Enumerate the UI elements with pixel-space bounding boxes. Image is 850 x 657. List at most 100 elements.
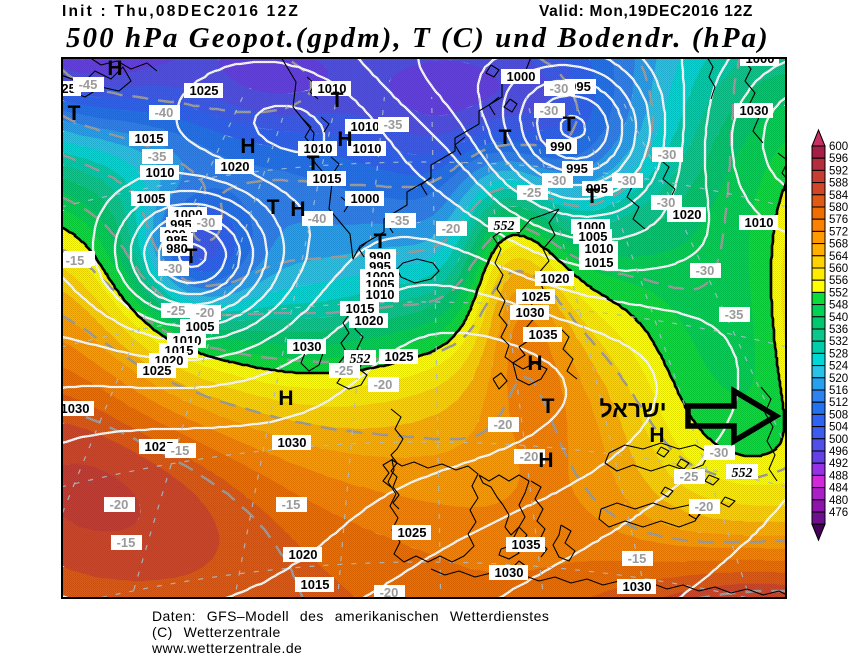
svg-text:H: H [290,198,305,221]
svg-text:1035: 1035 [529,327,558,342]
svg-text:552: 552 [732,466,753,481]
svg-text:-30: -30 [658,147,677,162]
svg-text:T: T [331,89,344,112]
svg-text:564: 564 [829,251,849,263]
svg-text:-45: -45 [79,77,98,92]
svg-text:-15: -15 [171,443,190,458]
svg-text:T: T [307,152,320,175]
svg-text:-20: -20 [374,377,393,392]
svg-text:1015: 1015 [135,131,164,146]
svg-text:-35: -35 [384,117,403,132]
svg-text:T: T [185,245,198,268]
svg-text:-30: -30 [710,445,729,460]
svg-text:484: 484 [829,483,849,495]
svg-text:H: H [538,449,553,472]
svg-text:1000: 1000 [351,191,380,206]
svg-text:-30: -30 [618,173,637,188]
svg-text:1020: 1020 [673,207,702,222]
svg-text:-30: -30 [550,81,569,96]
svg-text:-20: -20 [380,585,399,599]
svg-text:1010: 1010 [351,119,380,134]
svg-text:995: 995 [566,161,588,176]
svg-text:-20: -20 [695,499,714,514]
svg-text:-15: -15 [66,253,85,268]
svg-text:600: 600 [829,141,848,153]
svg-text:532: 532 [829,336,848,348]
svg-text:560: 560 [829,263,848,275]
svg-text:-35: -35 [391,213,410,228]
svg-text:H: H [527,352,542,375]
svg-text:1030: 1030 [61,401,89,416]
svg-text:504: 504 [829,422,849,434]
svg-text:508: 508 [829,409,848,421]
svg-text:-30: -30 [657,195,676,210]
svg-text:-25: -25 [167,303,186,318]
svg-text:1010: 1010 [585,241,614,256]
svg-text:-20: -20 [196,305,215,320]
svg-text:1010: 1010 [353,141,382,156]
svg-text:-30: -30 [197,215,216,230]
svg-text:T: T [542,395,555,418]
svg-text:552: 552 [829,287,848,299]
svg-text:-20: -20 [494,417,513,432]
svg-text:1005: 1005 [579,229,608,244]
svg-text:1030: 1030 [495,565,524,580]
svg-text:520: 520 [829,373,848,385]
svg-text:1030: 1030 [516,305,545,320]
svg-text:524: 524 [829,361,849,373]
svg-text:H: H [240,135,255,158]
svg-text:576: 576 [829,214,848,226]
svg-text:H: H [107,57,122,80]
svg-text:1025: 1025 [385,349,414,364]
svg-text:1020: 1020 [289,547,318,562]
svg-text:-40: -40 [155,105,174,120]
svg-text:512: 512 [829,397,848,409]
svg-text:1035: 1035 [512,537,541,552]
svg-text:1025: 1025 [522,289,551,304]
svg-text:1020: 1020 [541,271,570,286]
svg-text:-35: -35 [148,149,167,164]
svg-text:492: 492 [829,458,848,470]
svg-text:1010: 1010 [745,215,774,230]
svg-text:T: T [499,126,512,149]
svg-text:528: 528 [829,348,848,360]
svg-text:588: 588 [829,178,848,190]
svg-text:990: 990 [550,139,572,154]
svg-text:548: 548 [829,300,848,312]
svg-text:1005: 1005 [137,191,166,206]
svg-text:480: 480 [829,495,848,507]
svg-text:-30: -30 [696,263,715,278]
svg-text:1010: 1010 [146,165,175,180]
svg-text:1020: 1020 [355,313,384,328]
svg-text:552: 552 [494,219,515,234]
svg-text:1010: 1010 [304,141,333,156]
svg-text:1030: 1030 [740,103,769,118]
svg-text:516: 516 [829,385,848,397]
svg-text:536: 536 [829,324,848,336]
svg-text:1000: 1000 [746,57,775,66]
svg-text:596: 596 [829,153,848,165]
svg-text:-15: -15 [282,497,301,512]
svg-text:H: H [278,387,293,410]
svg-text:580: 580 [829,202,848,214]
svg-text:-35: -35 [725,307,744,322]
svg-text:500: 500 [829,434,848,446]
svg-text:1025: 1025 [190,83,219,98]
svg-text:T: T [68,102,81,125]
svg-text:ישראל: ישראל [599,396,666,422]
svg-text:T: T [586,185,599,208]
svg-text:592: 592 [829,165,848,177]
svg-text:-30: -30 [164,261,183,276]
svg-text:H: H [649,424,664,447]
svg-text:1020: 1020 [221,159,250,174]
svg-text:H: H [337,128,352,151]
svg-text:1030: 1030 [293,339,322,354]
svg-text:556: 556 [829,275,848,287]
svg-text:1010: 1010 [366,287,395,302]
svg-text:-30: -30 [540,103,559,118]
svg-text:-40: -40 [308,211,327,226]
svg-text:025: 025 [61,81,76,96]
svg-text:572: 572 [829,226,848,238]
svg-text:1030: 1030 [278,435,307,450]
svg-text:1015: 1015 [585,255,614,270]
